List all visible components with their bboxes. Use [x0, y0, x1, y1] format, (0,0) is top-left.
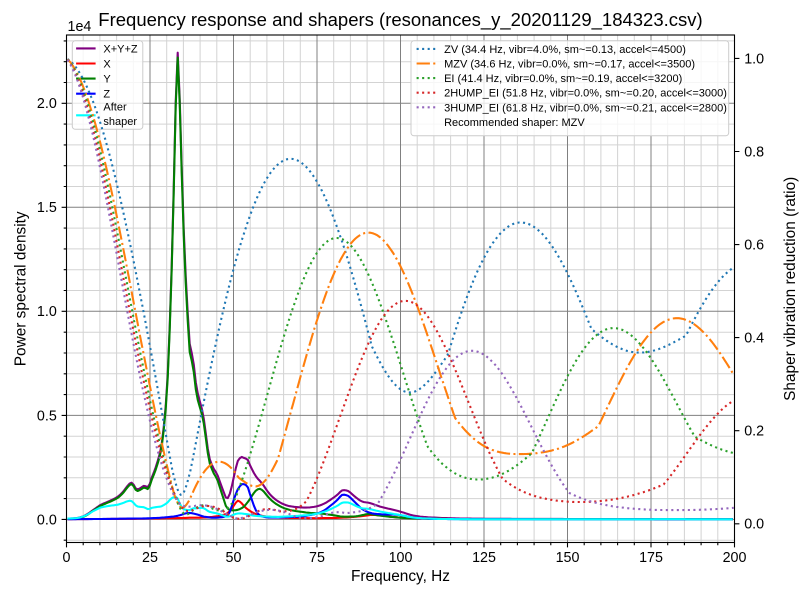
svg-text:Recommended shaper: MZV: Recommended shaper: MZV [444, 117, 585, 129]
svg-text:MZV (34.6 Hz, vibr=0.0%, sm~=0: MZV (34.6 Hz, vibr=0.0%, sm~=0.17, accel… [444, 59, 695, 71]
svg-text:0: 0 [63, 550, 71, 566]
svg-text:1.0: 1.0 [744, 51, 764, 67]
svg-text:Frequency, Hz: Frequency, Hz [351, 568, 450, 585]
svg-text:150: 150 [556, 550, 580, 566]
svg-text:0.4: 0.4 [744, 331, 764, 347]
svg-text:EI (41.4 Hz, vibr=0.0%, sm~=0.: EI (41.4 Hz, vibr=0.0%, sm~=0.19, accel<… [444, 73, 682, 85]
svg-text:After: After [103, 102, 127, 114]
svg-text:0.0: 0.0 [744, 517, 764, 533]
svg-text:0.8: 0.8 [744, 144, 764, 160]
svg-text:Z: Z [103, 89, 110, 101]
svg-text:2HUMP_EI (51.8 Hz, vibr=0.0%,: 2HUMP_EI (51.8 Hz, vibr=0.0%, sm~=0.20, … [444, 88, 727, 100]
svg-text:1.0: 1.0 [37, 304, 57, 320]
svg-text:1e4: 1e4 [68, 19, 92, 35]
svg-text:0.2: 0.2 [744, 424, 764, 440]
svg-text:0.5: 0.5 [37, 408, 57, 424]
svg-text:shaper: shaper [103, 116, 137, 128]
svg-text:0.0: 0.0 [37, 512, 57, 528]
svg-text:0.6: 0.6 [744, 238, 764, 254]
svg-text:Shaper vibration reduction (ra: Shaper vibration reduction (ratio) [782, 177, 799, 401]
svg-text:75: 75 [309, 550, 325, 566]
svg-text:100: 100 [389, 550, 413, 566]
svg-text:125: 125 [472, 550, 496, 566]
svg-text:1.5: 1.5 [37, 200, 57, 216]
svg-text:Y: Y [103, 74, 111, 86]
svg-text:Frequency response and shapers: Frequency response and shapers (resonanc… [98, 9, 702, 31]
svg-text:X: X [103, 59, 111, 71]
svg-text:3HUMP_EI (61.8 Hz, vibr=0.0%,: 3HUMP_EI (61.8 Hz, vibr=0.0%, sm~=0.21, … [444, 102, 727, 114]
svg-text:2.0: 2.0 [37, 96, 57, 112]
svg-text:200: 200 [723, 550, 747, 566]
svg-text:50: 50 [226, 550, 242, 566]
svg-text:X+Y+Z: X+Y+Z [103, 43, 138, 55]
svg-text:175: 175 [639, 550, 663, 566]
svg-text:ZV (34.4 Hz, vibr=4.0%, sm~=0.: ZV (34.4 Hz, vibr=4.0%, sm~=0.13, accel<… [444, 44, 686, 56]
svg-text:Power spectral density: Power spectral density [12, 211, 29, 366]
svg-text:25: 25 [142, 550, 158, 566]
